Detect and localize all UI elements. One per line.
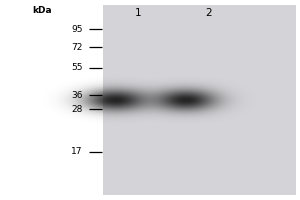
- Bar: [103, 5, 296, 195]
- Text: 17: 17: [71, 148, 82, 156]
- Text: 95: 95: [71, 24, 82, 33]
- Text: 2: 2: [205, 8, 212, 18]
- Text: 36: 36: [71, 90, 82, 99]
- Text: 55: 55: [71, 64, 82, 72]
- Text: 72: 72: [71, 43, 82, 51]
- Text: 28: 28: [71, 104, 82, 114]
- Text: 1: 1: [135, 8, 141, 18]
- Text: kDa: kDa: [32, 6, 52, 15]
